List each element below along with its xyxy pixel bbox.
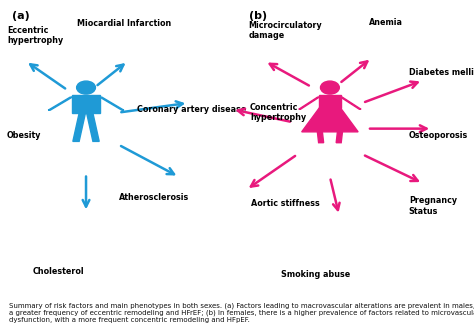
Polygon shape xyxy=(48,97,72,110)
Circle shape xyxy=(320,81,339,94)
Circle shape xyxy=(77,81,95,94)
Text: Osteoporosis: Osteoporosis xyxy=(409,131,468,140)
Text: Summary of risk factors and main phenotypes in both sexes. (a) Factors leading t: Summary of risk factors and main phenoty… xyxy=(9,302,474,323)
Text: Atherosclerosis: Atherosclerosis xyxy=(118,193,189,202)
Polygon shape xyxy=(336,132,342,143)
Text: Pregnancy
Status: Pregnancy Status xyxy=(409,196,457,215)
Polygon shape xyxy=(301,108,358,132)
Polygon shape xyxy=(100,97,124,110)
Text: (b): (b) xyxy=(248,11,267,21)
Text: Obesity: Obesity xyxy=(7,131,42,140)
Polygon shape xyxy=(73,113,85,141)
Text: Anemia: Anemia xyxy=(369,18,403,27)
Text: Smoking abuse: Smoking abuse xyxy=(282,270,351,279)
Text: Microcirculatory
damage: Microcirculatory damage xyxy=(248,21,322,40)
Polygon shape xyxy=(87,113,99,141)
Polygon shape xyxy=(340,97,361,109)
Text: Concentric
hypertrophy: Concentric hypertrophy xyxy=(250,103,306,122)
Text: Miocardial Infarction: Miocardial Infarction xyxy=(77,19,171,28)
Text: Aortic stiffness: Aortic stiffness xyxy=(251,199,319,208)
Text: Coronary artery disease: Coronary artery disease xyxy=(137,105,246,114)
Text: Diabetes mellitus: Diabetes mellitus xyxy=(409,68,474,76)
Polygon shape xyxy=(318,132,324,143)
Polygon shape xyxy=(299,97,319,109)
Polygon shape xyxy=(72,95,100,113)
Text: (a): (a) xyxy=(12,11,29,21)
Polygon shape xyxy=(319,95,340,108)
Text: Eccentric
hypertrophy: Eccentric hypertrophy xyxy=(7,26,64,45)
Text: Cholesterol: Cholesterol xyxy=(32,267,84,276)
